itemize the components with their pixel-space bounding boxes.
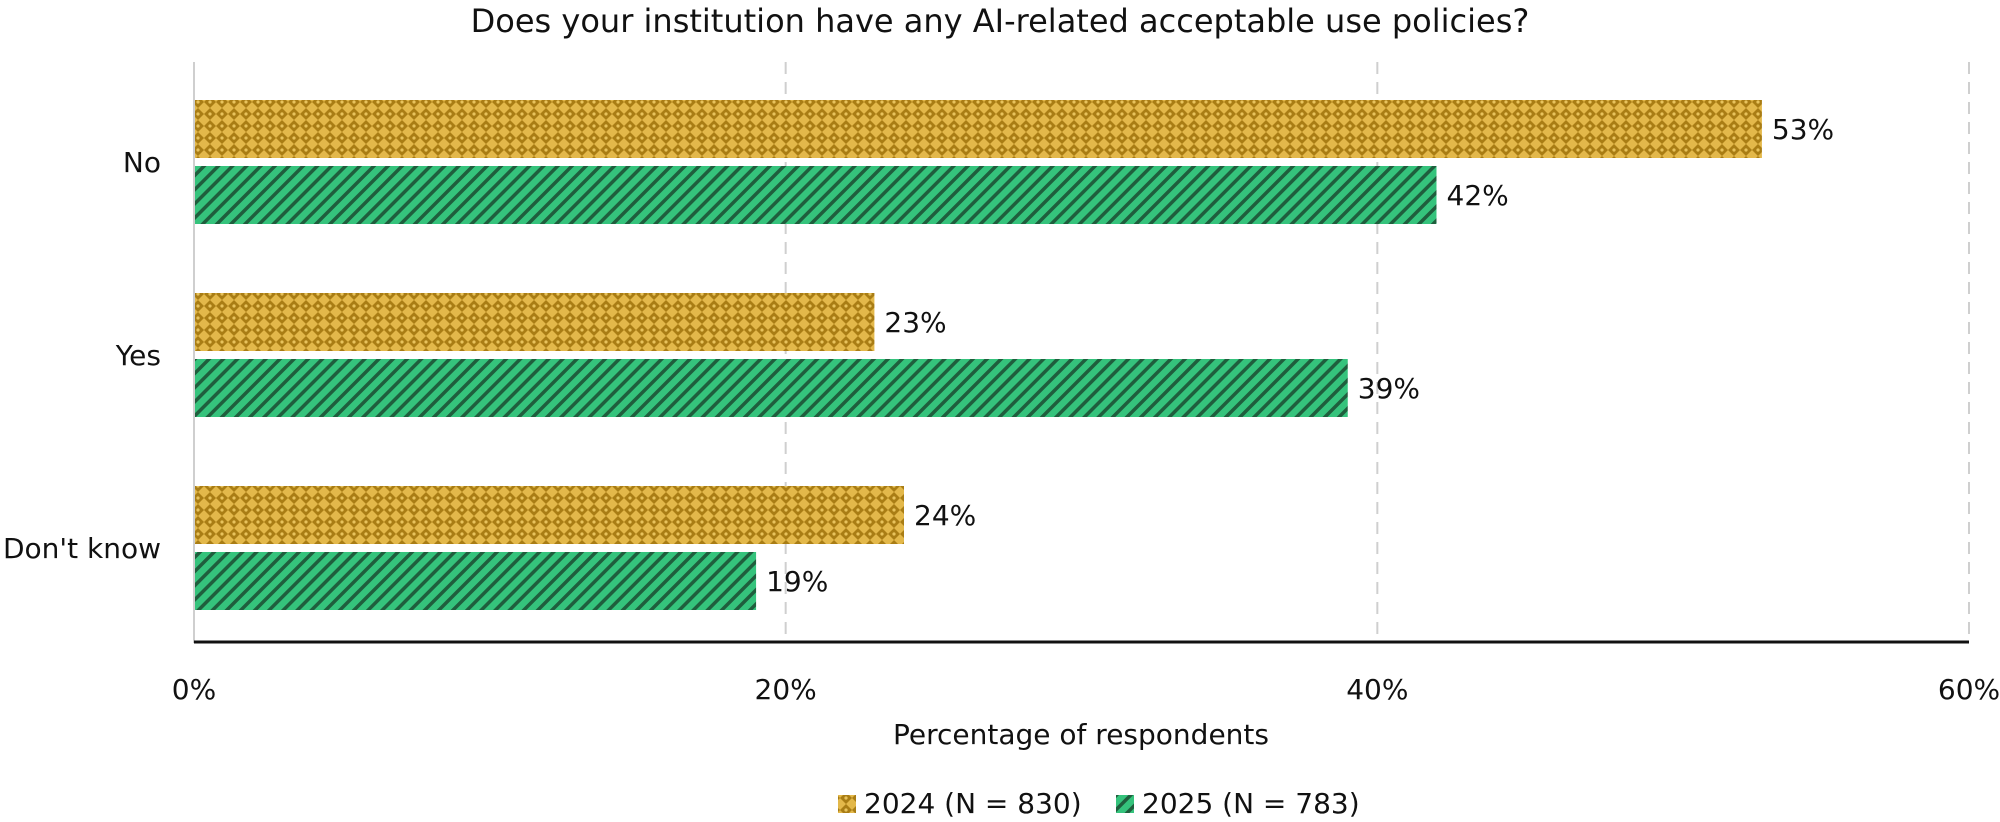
legend-swatch-2024 xyxy=(838,795,856,813)
data-label: 24% xyxy=(914,499,976,532)
x-tick-label: 40% xyxy=(1346,673,1408,706)
category-label: Don't know xyxy=(3,532,161,565)
bar-2025 xyxy=(195,359,1348,417)
x-tick-label: 20% xyxy=(755,673,817,706)
chart-title: Does your institution have any AI-relate… xyxy=(471,2,1530,40)
x-axis-title: Percentage of respondents xyxy=(893,718,1269,751)
bar-2025 xyxy=(195,166,1437,224)
legend-swatch-2025 xyxy=(1116,795,1134,813)
legend-label-2025: 2025 (N = 783) xyxy=(1142,787,1360,820)
grid-lines xyxy=(784,62,1970,642)
x-tick-label: 60% xyxy=(1938,673,2000,706)
x-tick-label: 0% xyxy=(172,673,216,706)
category-labels: No Yes Don't know xyxy=(3,146,161,565)
category-label: No xyxy=(123,146,161,179)
bars: 53% 42% 23% 39% 24% 19% xyxy=(195,100,1834,610)
legend-label-2024: 2024 (N = 830) xyxy=(864,787,1082,820)
bar-2025 xyxy=(195,552,757,610)
x-tick-labels: 0% 20% 40% 60% xyxy=(172,673,2000,706)
bar-2024 xyxy=(195,486,904,544)
data-label: 53% xyxy=(1772,113,1834,146)
data-label: 19% xyxy=(766,565,828,598)
data-label: 39% xyxy=(1358,372,1420,405)
bar-2024 xyxy=(195,100,1762,158)
category-label: Yes xyxy=(115,339,161,372)
data-label: 23% xyxy=(884,306,946,339)
legend: 2024 (N = 830) 2025 (N = 783) xyxy=(838,787,1360,820)
data-label: 42% xyxy=(1447,179,1509,212)
bar-2024 xyxy=(195,293,875,351)
